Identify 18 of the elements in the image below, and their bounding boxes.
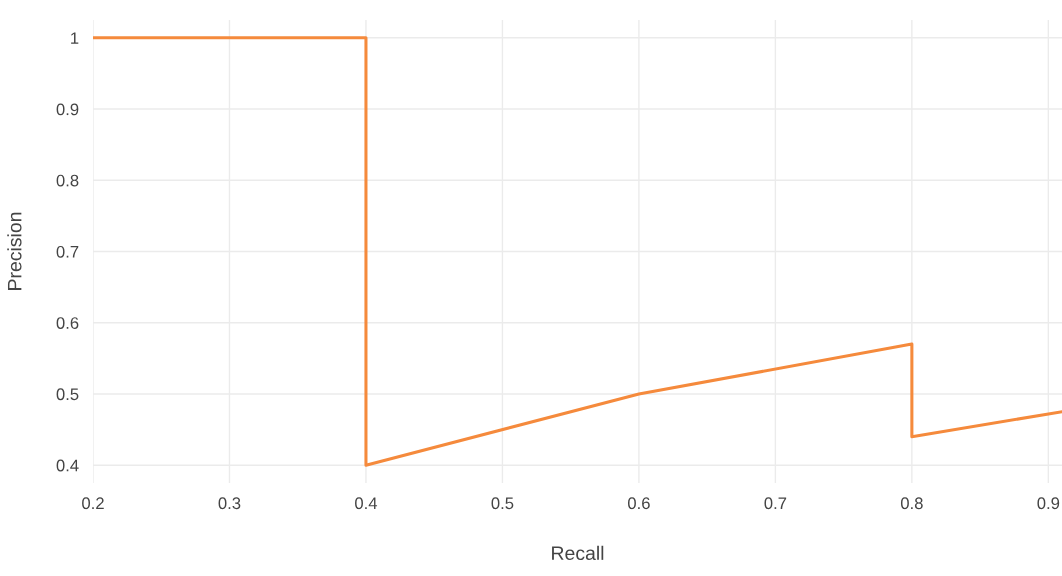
- y-tick-label: 0.8: [56, 174, 79, 187]
- line-series: [93, 36, 1062, 467]
- x-tick-label: 0.7: [764, 497, 787, 510]
- x-tick-label: 0.5: [491, 497, 514, 510]
- y-tick-label: 0.4: [56, 459, 79, 472]
- y-tick-label: 0.7: [56, 245, 79, 258]
- y-tick-label: 0.6: [56, 317, 79, 329]
- x-tick-label: 0.9: [1037, 497, 1060, 510]
- y-tick-label: 0.5: [56, 388, 79, 401]
- y-tick-label: 0.9: [56, 103, 79, 116]
- x-axis-title: Recall: [552, 545, 604, 561]
- x-tick-label: 0.3: [218, 497, 241, 510]
- x-tick-label: 0.6: [627, 497, 650, 510]
- y-axis-title: Precision: [7, 212, 22, 290]
- y-tick-label: 1: [71, 32, 79, 44]
- x-tick-label: 0.2: [82, 497, 104, 510]
- x-tick-label: 0.4: [355, 497, 378, 510]
- x-tick-label: 0.8: [900, 497, 923, 510]
